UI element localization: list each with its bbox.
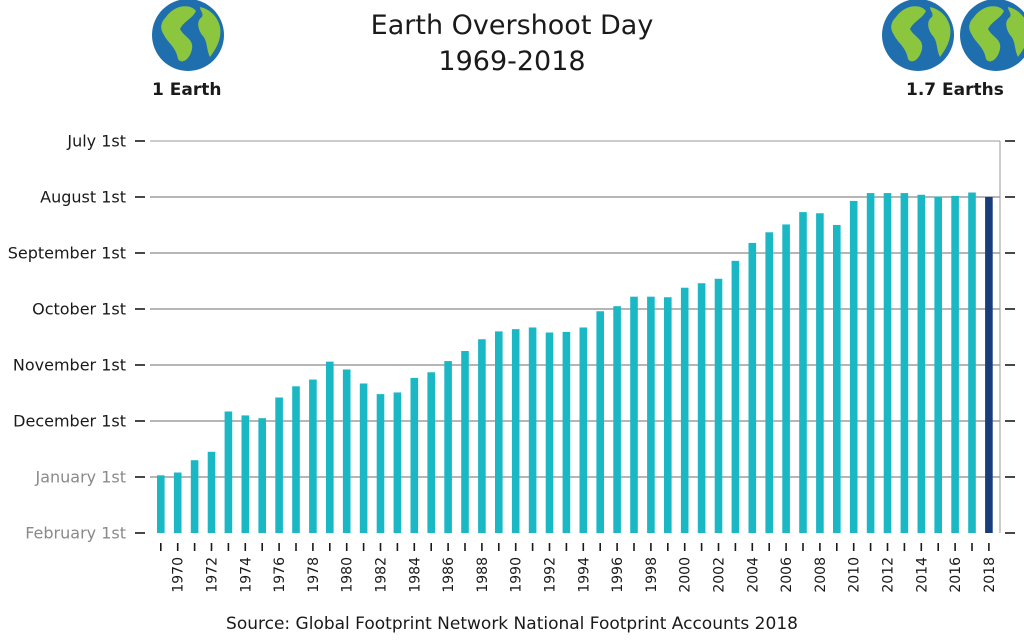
- bar-2002: [714, 278, 723, 533]
- y-tick-labels: July 1st August 1st September 1st October 1…: [8, 132, 126, 543]
- x-tick-label: 2010: [847, 557, 863, 593]
- x-tick-label: 1970: [171, 557, 187, 593]
- bar-2009: [833, 225, 841, 533]
- bar-2001: [697, 283, 706, 533]
- bar-1985: [427, 372, 435, 533]
- x-tick-label: 2002: [712, 557, 728, 593]
- bar-1993: [562, 331, 571, 533]
- bar-2003: [731, 260, 740, 533]
- chart-title-line1: Earth Overshoot Day: [370, 10, 654, 41]
- earth-globe-icon: [152, 0, 224, 71]
- x-tick-label: 1984: [407, 557, 423, 593]
- y-tick-label: December 1st: [13, 412, 126, 431]
- x-tick-label: 1986: [441, 557, 457, 593]
- bar-1990: [511, 329, 520, 533]
- bar-1983: [393, 392, 402, 533]
- x-tick-label: 1976: [272, 557, 288, 593]
- bar-2006: [782, 224, 790, 533]
- x-tick-label: 2000: [678, 557, 694, 593]
- bar-2011: [866, 193, 875, 533]
- earths-count-label: 1.7 Earths: [906, 80, 1004, 100]
- bar-1979: [326, 361, 334, 533]
- bar-1984: [410, 377, 419, 533]
- bar-1980: [342, 369, 351, 533]
- bar-2014: [917, 194, 926, 533]
- bar-1972: [207, 451, 216, 533]
- x-tick-label: 2004: [745, 557, 761, 593]
- bar-2013: [900, 193, 909, 533]
- bar-2007: [799, 212, 807, 533]
- bar-1973: [224, 411, 233, 533]
- x-tick-labels: 1970 1972 1974 1976 1978 1980 1982 1984 1986 1988…: [171, 557, 998, 593]
- bar-1977: [292, 386, 300, 533]
- bar-2010: [849, 200, 858, 534]
- bar-1974: [241, 415, 250, 533]
- bar-1996: [613, 306, 621, 533]
- bar-1981: [359, 383, 368, 533]
- bar-1987: [461, 351, 469, 533]
- bar-1998: [647, 296, 655, 533]
- bar-1975: [258, 418, 266, 533]
- x-tick-label: 1992: [543, 557, 559, 593]
- y-tick-label: January 1st: [34, 468, 126, 487]
- x-tick-label: 2014: [914, 557, 930, 593]
- y-tick-label: July 1st: [66, 132, 126, 151]
- x-tick-label: 1982: [374, 557, 390, 593]
- y-tick-label: September 1st: [8, 244, 126, 263]
- gridlines: [150, 196, 1000, 478]
- bar-1971: [190, 460, 199, 533]
- x-tick-label: 1972: [205, 557, 221, 593]
- bar-2016: [951, 195, 959, 533]
- bar-1997: [630, 296, 638, 533]
- bar-1989: [495, 331, 503, 533]
- x-tick-label: 1980: [340, 557, 356, 593]
- bar-1994: [579, 327, 588, 533]
- bar-1982: [376, 394, 385, 533]
- x-tick-label: 1988: [475, 557, 491, 593]
- bar-2012: [883, 193, 892, 533]
- bar-1992: [545, 332, 554, 533]
- bar-1978: [309, 379, 317, 533]
- x-tick-label: 2012: [881, 557, 897, 593]
- y-tick-label: November 1st: [13, 356, 126, 375]
- x-tick-label: 1990: [509, 557, 525, 593]
- source-note: Source: Global Footprint Network Nationa…: [226, 614, 798, 634]
- axes: [135, 140, 1015, 551]
- y-tick-label: August 1st: [40, 188, 126, 207]
- bar-1986: [444, 361, 452, 533]
- bar-1970: [173, 472, 182, 533]
- x-tick-label: 1978: [306, 557, 322, 593]
- bar-2017: [968, 192, 976, 533]
- x-tick-label: 1996: [610, 557, 626, 593]
- bar-1991: [528, 327, 537, 533]
- x-tick-label: 1998: [644, 557, 660, 593]
- chart-title: Earth Overshoot Day 1969-2018: [0, 8, 1024, 80]
- bar-1976: [275, 397, 283, 533]
- x-tick-label: 1974: [238, 557, 254, 593]
- bar-2018: [985, 197, 993, 533]
- x-tick-label: 1994: [576, 557, 592, 593]
- one-earth-label: 1 Earth: [152, 80, 222, 100]
- bar-2000: [680, 287, 689, 533]
- bar-1999: [664, 297, 672, 533]
- bar-2015: [934, 196, 942, 533]
- bar-1995: [596, 311, 604, 533]
- bar-1988: [478, 339, 486, 533]
- x-tick-label: 2018: [982, 557, 998, 593]
- y-tick-label: February 1st: [25, 524, 126, 543]
- chart-title-line2: 1969-2018: [438, 46, 586, 77]
- bar-2005: [765, 232, 773, 533]
- bar-1969: [157, 475, 165, 533]
- y-tick-label: October 1st: [32, 300, 126, 319]
- bar-2004: [748, 242, 757, 534]
- x-tick-label: 2008: [813, 557, 829, 593]
- earth-globe-pair-icon: [882, 0, 1024, 71]
- bars: [157, 192, 993, 534]
- bar-2008: [816, 213, 824, 534]
- x-tick-label: 2016: [948, 557, 964, 593]
- x-tick-label: 2006: [779, 557, 795, 593]
